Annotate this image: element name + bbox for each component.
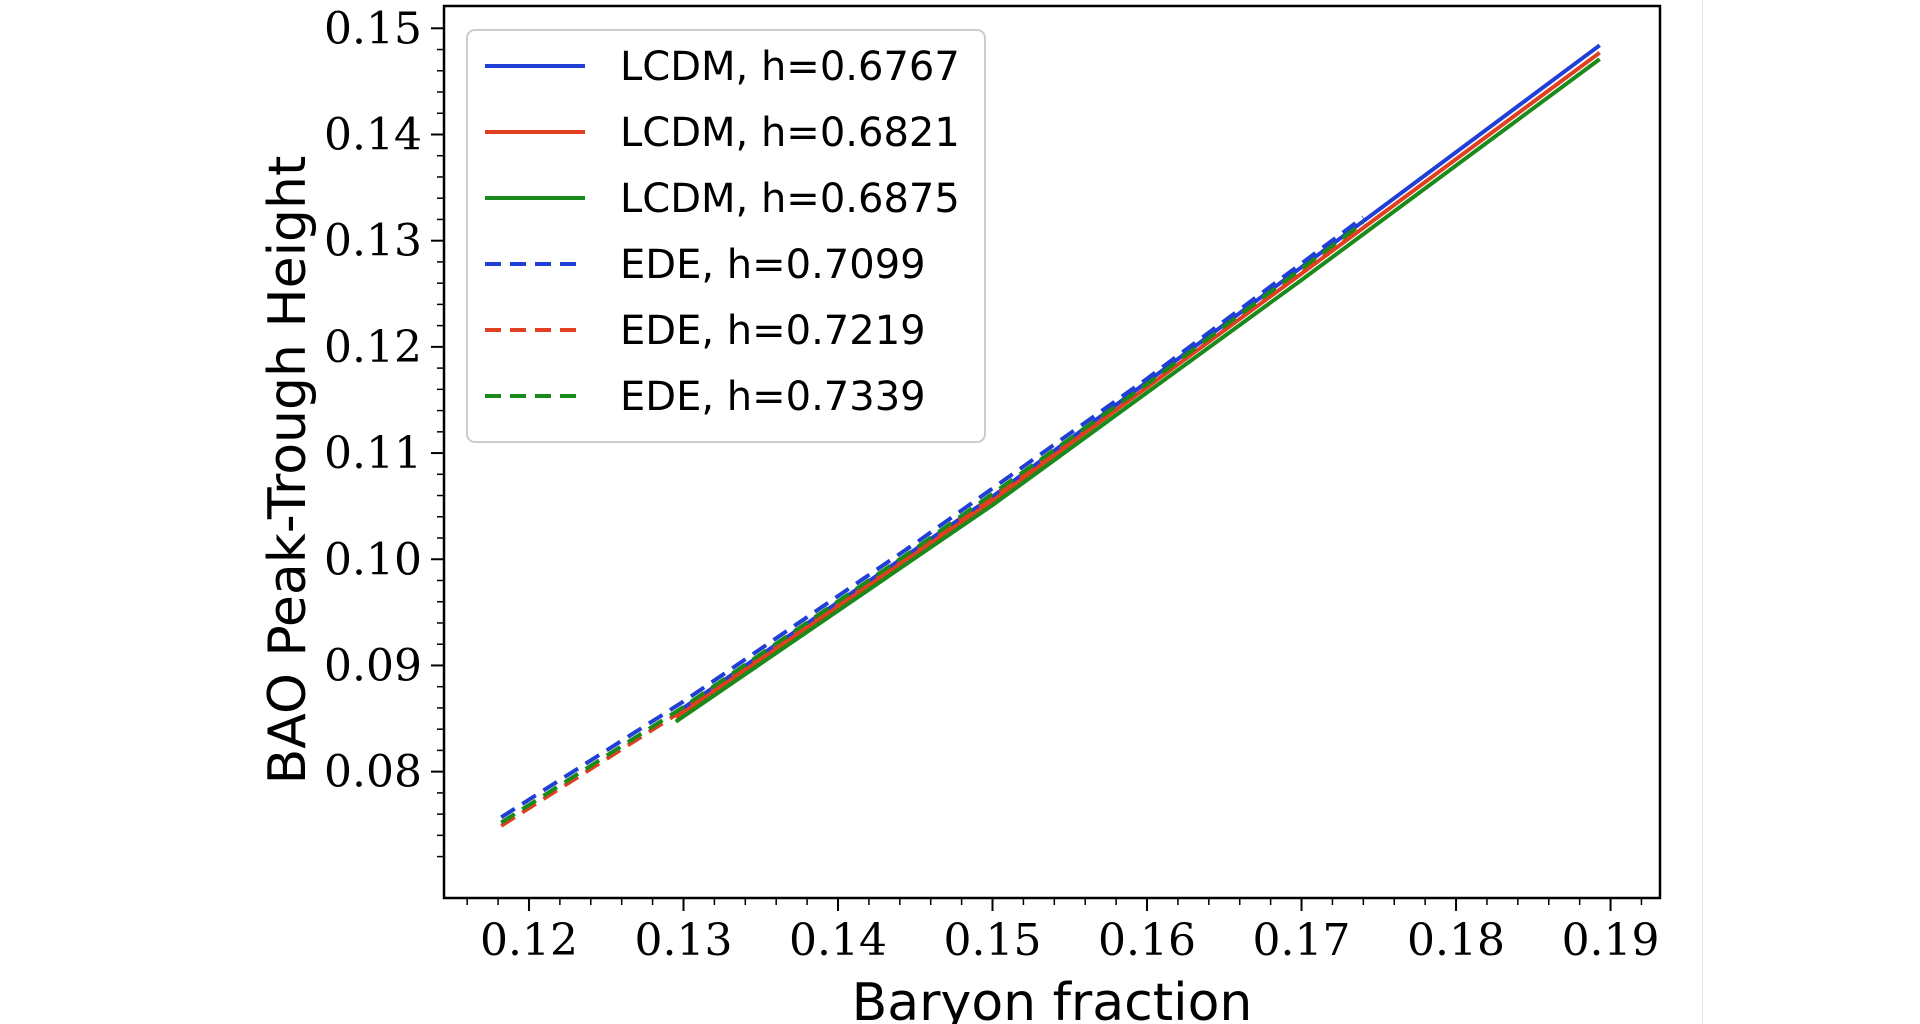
x-tick-label: 0.17 <box>1253 915 1351 966</box>
y-tick-label: 0.10 <box>324 534 422 585</box>
y-tick-label: 0.12 <box>324 322 422 373</box>
x-tick-label: 0.13 <box>635 915 733 966</box>
x-tick-label: 0.19 <box>1562 915 1660 966</box>
y-tick-label: 0.08 <box>324 747 422 798</box>
plot-lines <box>500 43 1601 828</box>
x-tick-label: 0.18 <box>1407 915 1505 966</box>
legend-label-2: LCDM, h=0.6875 <box>620 176 960 222</box>
x-tick-label: 0.15 <box>944 915 1042 966</box>
x-tick-label: 0.12 <box>480 915 578 966</box>
x-axis-title: Baryon fraction <box>852 973 1253 1024</box>
x-axis: 0.12 0.13 0.14 0.15 0.16 0.17 0.18 0.19 <box>466 898 1660 966</box>
legend-label-1: LCDM, h=0.6821 <box>620 110 960 156</box>
x-tick-label: 0.16 <box>1098 915 1196 966</box>
y-tick-label: 0.11 <box>324 428 422 479</box>
legend-label-0: LCDM, h=0.6767 <box>620 44 960 90</box>
legend-box <box>466 29 986 443</box>
y-tick-label: 0.14 <box>324 109 422 160</box>
y-axis-title: BAO Peak-Trough Height <box>258 156 318 785</box>
y-tick-label: 0.15 <box>324 3 422 54</box>
legend-label-4: EDE, h=0.7219 <box>620 308 926 354</box>
x-tick-label: 0.14 <box>789 915 887 966</box>
page-divider <box>1702 0 1703 1024</box>
y-tick-label: 0.13 <box>324 216 422 267</box>
y-axis: 0.08 0.09 0.10 0.11 0.12 0.13 0.14 0.15 <box>324 3 444 858</box>
series-line-2 <box>674 57 1601 724</box>
legend-label-5: EDE, h=0.7339 <box>620 374 926 420</box>
legend: LCDM, h=0.6767 LCDM, h=0.6821 LCDM, h=0.68… <box>466 29 986 443</box>
y-tick-label: 0.09 <box>324 640 422 691</box>
legend-label-3: EDE, h=0.7099 <box>620 242 926 288</box>
plot-frame <box>442 4 1662 900</box>
